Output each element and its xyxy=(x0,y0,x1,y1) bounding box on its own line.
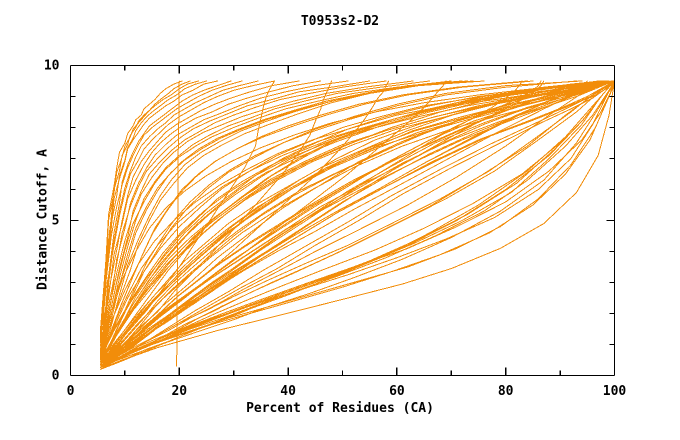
data-curve xyxy=(102,80,577,359)
page-title: T0953s2-D2 xyxy=(300,14,380,29)
data-curve xyxy=(102,80,605,361)
data-curves xyxy=(99,80,615,370)
data-curve xyxy=(102,80,232,336)
data-curve xyxy=(99,80,610,355)
x-axis-label: Percent of Residues (CA) xyxy=(246,401,434,416)
data-curve xyxy=(99,80,371,350)
data-curve xyxy=(102,80,605,364)
data-curve xyxy=(102,80,613,364)
data-curve xyxy=(99,80,615,369)
y-tick-label: 5 xyxy=(51,213,60,228)
data-curve xyxy=(102,80,613,361)
data-curve xyxy=(99,80,615,370)
data-curve xyxy=(99,80,218,338)
plot-axes xyxy=(69,64,616,377)
x-tick-label: 100 xyxy=(602,383,627,399)
x-tick-label: 60 xyxy=(389,383,405,399)
data-curve xyxy=(102,80,615,367)
data-curve xyxy=(99,80,610,361)
y-tick-label: 10 xyxy=(43,58,60,73)
data-curve xyxy=(99,80,183,332)
data-curve xyxy=(102,80,615,366)
x-tick-label: 40 xyxy=(280,383,296,399)
x-tick-label: 0 xyxy=(66,383,75,399)
data-curve xyxy=(102,80,615,367)
data-curve xyxy=(99,80,615,366)
data-curve xyxy=(99,80,275,364)
data-curve xyxy=(99,80,243,341)
data-curve xyxy=(102,80,191,330)
data-curve xyxy=(99,80,463,358)
data-curve xyxy=(102,80,469,355)
data-curve xyxy=(102,80,207,333)
data-curve xyxy=(99,80,607,366)
data-curve xyxy=(99,80,615,370)
data-curve xyxy=(102,80,605,361)
data-curve xyxy=(99,80,607,352)
data-curve xyxy=(102,80,431,352)
data-curve xyxy=(99,80,615,370)
data-curve xyxy=(99,80,390,367)
data-curve xyxy=(102,80,349,345)
data-curve xyxy=(99,80,613,369)
data-curve xyxy=(99,80,610,358)
data-curve xyxy=(99,80,583,363)
data-curve xyxy=(99,80,613,363)
data-curve xyxy=(99,80,602,359)
data-curve xyxy=(102,80,534,358)
data-curve xyxy=(102,80,300,342)
data-curve xyxy=(102,80,605,361)
data-curve xyxy=(99,80,610,358)
data-curve xyxy=(99,80,275,344)
data-curve xyxy=(99,80,452,356)
data-curve xyxy=(99,80,414,353)
y-tick-label: 0 xyxy=(51,368,60,383)
data-curve xyxy=(102,80,613,367)
y-axis-label: Distance Cutoff, A xyxy=(35,149,51,290)
x-tick-label: 20 xyxy=(171,383,188,399)
data-curve xyxy=(102,80,615,364)
data-curve xyxy=(102,80,613,356)
data-curve xyxy=(102,80,259,339)
x-tick-label: 80 xyxy=(497,383,514,399)
data-curve xyxy=(99,80,485,359)
data-curve xyxy=(99,80,615,367)
